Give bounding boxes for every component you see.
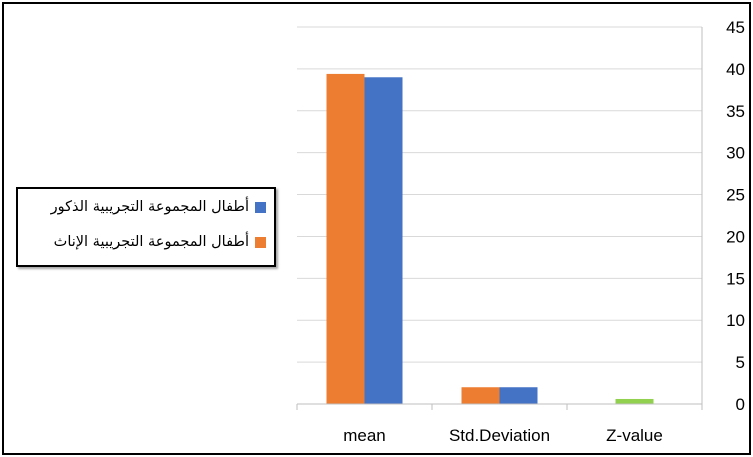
legend: أطفال المجموعة التجريبية الذكور أطفال ال… — [16, 187, 276, 267]
legend-label-male: أطفال المجموعة التجريبية الذكور — [51, 199, 249, 215]
bar — [327, 74, 365, 404]
y-axis-tick-labels: 0 5 10 15 20 25 30 35 40 45 — [726, 18, 745, 414]
bar — [365, 77, 403, 404]
bar — [462, 387, 500, 404]
x-category-label: mean — [343, 426, 386, 445]
legend-label-female: أطفال المجموعة التجريبية الإناث — [54, 234, 249, 250]
bar — [500, 387, 538, 404]
y-tick-label: 10 — [726, 311, 745, 330]
x-axis-category-labels: mean Std.Deviation Z-value — [343, 426, 663, 445]
legend-item-female: أطفال المجموعة التجريبية الإناث — [54, 234, 266, 250]
y-tick-label: 20 — [726, 227, 745, 246]
legend-swatch-male — [255, 202, 266, 213]
x-category-label: Std.Deviation — [449, 426, 550, 445]
bars — [327, 74, 654, 404]
y-tick-label: 35 — [726, 102, 745, 121]
y-tick-label: 45 — [726, 18, 745, 37]
legend-swatch-female — [255, 237, 266, 248]
x-category-label: Z-value — [606, 426, 663, 445]
y-tick-label: 15 — [726, 269, 745, 288]
y-tick-label: 0 — [736, 395, 745, 414]
y-tick-label: 5 — [736, 353, 745, 372]
legend-item-male: أطفال المجموعة التجريبية الذكور — [51, 199, 266, 215]
bar — [616, 399, 654, 404]
y-tick-label: 25 — [726, 186, 745, 205]
y-tick-label: 40 — [726, 60, 745, 79]
y-tick-label: 30 — [726, 144, 745, 163]
